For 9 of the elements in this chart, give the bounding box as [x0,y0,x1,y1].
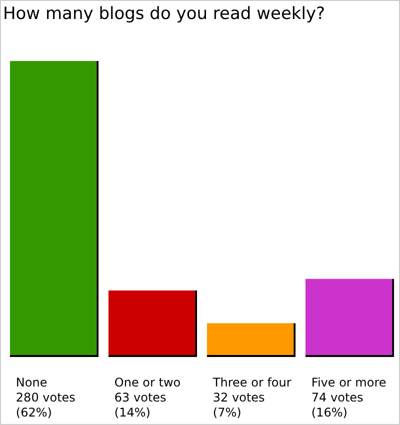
x-tick-label: Five or more [311,376,386,390]
data-label: 280 votes (62%) [16,390,76,420]
x-tick-label: One or two [114,376,181,390]
data-label: 63 votes (14%) [114,390,166,420]
x-tick-label: None [16,376,48,390]
data-label: 74 votes (16%) [311,390,364,420]
chart-title: How many blogs do you read weekly? [3,4,326,24]
x-tick-label: Three or four [212,376,292,390]
data-label: 32 votes (7%) [212,390,265,420]
